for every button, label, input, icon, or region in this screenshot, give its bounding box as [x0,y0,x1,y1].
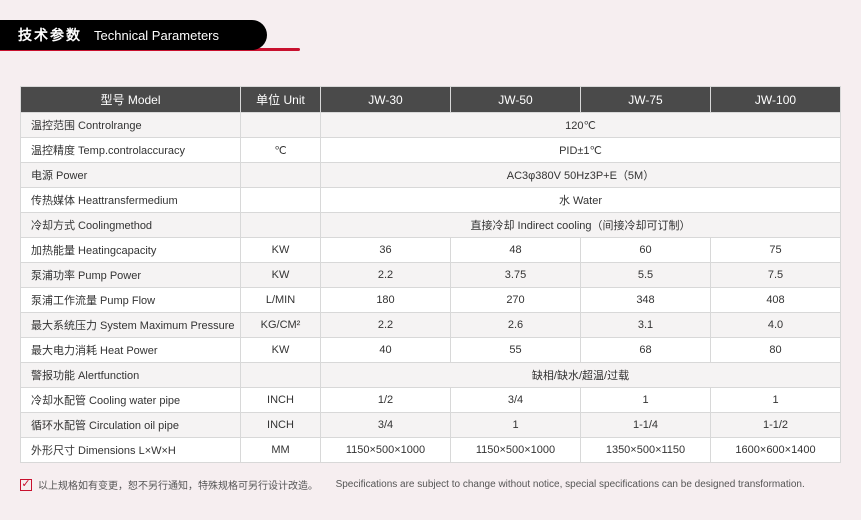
unit-cell [241,113,321,138]
unit-cell: KW [241,338,321,363]
value-cell: 270 [451,288,581,313]
value-cell: 3/4 [321,413,451,438]
value-cell: 1 [451,413,581,438]
table-row: 外形尺寸 Dimensions L×W×HMM1150×500×10001150… [21,438,841,463]
table-header-row: 型号 Model 单位 Unit JW-30 JW-50 JW-75 JW-10… [21,87,841,113]
value-cell: 1350×500×1150 [581,438,711,463]
value-cell: 68 [581,338,711,363]
unit-cell: L/MIN [241,288,321,313]
th-model: JW-75 [581,87,711,113]
value-cell: 1150×500×1000 [451,438,581,463]
value-cell: 1-1/2 [711,413,841,438]
table-row: 警报功能 Alertfunction 缺相/缺水/超温/过载 [21,363,841,388]
table-row: 电源 Power AC3φ380V 50Hz3P+E（5M） [21,163,841,188]
value-cell: 180 [321,288,451,313]
value-cell: 80 [711,338,841,363]
value-cell: 55 [451,338,581,363]
value-cell: 1-1/4 [581,413,711,438]
spec-table: 型号 Model 单位 Unit JW-30 JW-50 JW-75 JW-10… [20,86,841,463]
spec-tbody: 温控范围 Controlrange120℃温控精度 Temp.controlac… [21,113,841,463]
unit-cell: KW [241,263,321,288]
footer-sep [324,479,330,490]
param-label: 冷却方式 Coolingmethod [21,213,241,238]
header-bar: 技术参数 Technical Parameters [0,20,861,58]
param-label: 最大电力消耗 Heat Power [21,338,241,363]
value-cell: 40 [321,338,451,363]
unit-cell: INCH [241,388,321,413]
table-row: 传热媒体 Heattransfermedium 水 Water [21,188,841,213]
footer-note: ✓ 以上规格如有变更，恕不另行通知，特殊规格可另行设计改造。 Specifica… [20,477,841,492]
table-row: 加热能量 HeatingcapacityKW36486075 [21,238,841,263]
param-label: 警报功能 Alertfunction [21,363,241,388]
unit-cell [241,163,321,188]
footer-en: Specifications are subject to change wit… [336,479,805,490]
value-span-cell: PID±1℃ [321,138,841,163]
table-row: 泵浦功率 Pump PowerKW2.23.755.57.5 [21,263,841,288]
value-cell: 2.2 [321,313,451,338]
table-row: 最大电力消耗 Heat PowerKW40556880 [21,338,841,363]
header-title-cn: 技术参数 [18,25,82,45]
param-label: 循环水配管 Circulation oil pipe [21,413,241,438]
table-row: 冷却水配管 Cooling water pipeINCH1/23/411 [21,388,841,413]
th-model: JW-50 [451,87,581,113]
param-label: 温控精度 Temp.controlaccuracy [21,138,241,163]
value-cell: 1150×500×1000 [321,438,451,463]
value-cell: 2.6 [451,313,581,338]
table-row: 循环水配管 Circulation oil pipeINCH3/411-1/41… [21,413,841,438]
table-row: 温控精度 Temp.controlaccuracy℃PID±1℃ [21,138,841,163]
param-label: 电源 Power [21,163,241,188]
value-cell: 1 [581,388,711,413]
value-cell: 408 [711,288,841,313]
th-unit: 单位 Unit [241,87,321,113]
spec-table-container: 型号 Model 单位 Unit JW-30 JW-50 JW-75 JW-10… [20,86,841,463]
param-label: 加热能量 Heatingcapacity [21,238,241,263]
check-icon: ✓ [20,479,32,491]
value-cell: 1/2 [321,388,451,413]
unit-cell: ℃ [241,138,321,163]
value-span-cell: 120℃ [321,113,841,138]
th-model: JW-100 [711,87,841,113]
th-param: 型号 Model [21,87,241,113]
value-span-cell: 水 Water [321,188,841,213]
value-cell: 348 [581,288,711,313]
param-label: 传热媒体 Heattransfermedium [21,188,241,213]
value-cell: 7.5 [711,263,841,288]
value-span-cell: AC3φ380V 50Hz3P+E（5M） [321,163,841,188]
value-cell: 1 [711,388,841,413]
value-cell: 60 [581,238,711,263]
unit-cell: KG/CM² [241,313,321,338]
table-row: 泵浦工作流量 Pump FlowL/MIN180270348408 [21,288,841,313]
value-cell: 5.5 [581,263,711,288]
value-span-cell: 直接冷却 Indirect cooling（间接冷却可订制） [321,213,841,238]
table-row: 冷却方式 Coolingmethod 直接冷却 Indirect cooling（… [21,213,841,238]
value-cell: 3.1 [581,313,711,338]
unit-cell [241,213,321,238]
unit-cell [241,363,321,388]
param-label: 最大系统压力 System Maximum Pressure [21,313,241,338]
table-row: 温控范围 Controlrange 120℃ [21,113,841,138]
param-label: 冷却水配管 Cooling water pipe [21,388,241,413]
unit-cell [241,188,321,213]
value-cell: 36 [321,238,451,263]
header-title: 技术参数 Technical Parameters [0,20,267,50]
value-cell: 4.0 [711,313,841,338]
value-cell: 75 [711,238,841,263]
unit-cell: INCH [241,413,321,438]
header-title-en: Technical Parameters [94,28,219,43]
param-label: 外形尺寸 Dimensions L×W×H [21,438,241,463]
unit-cell: KW [241,238,321,263]
param-label: 温控范围 Controlrange [21,113,241,138]
footer-cn: 以上规格如有变更，恕不另行通知，特殊规格可另行设计改造。 [38,477,318,492]
table-row: 最大系统压力 System Maximum PressureKG/CM²2.22… [21,313,841,338]
value-span-cell: 缺相/缺水/超温/过载 [321,363,841,388]
th-model: JW-30 [321,87,451,113]
value-cell: 2.2 [321,263,451,288]
param-label: 泵浦工作流量 Pump Flow [21,288,241,313]
param-label: 泵浦功率 Pump Power [21,263,241,288]
value-cell: 3/4 [451,388,581,413]
value-cell: 1600×600×1400 [711,438,841,463]
unit-cell: MM [241,438,321,463]
value-cell: 3.75 [451,263,581,288]
value-cell: 48 [451,238,581,263]
